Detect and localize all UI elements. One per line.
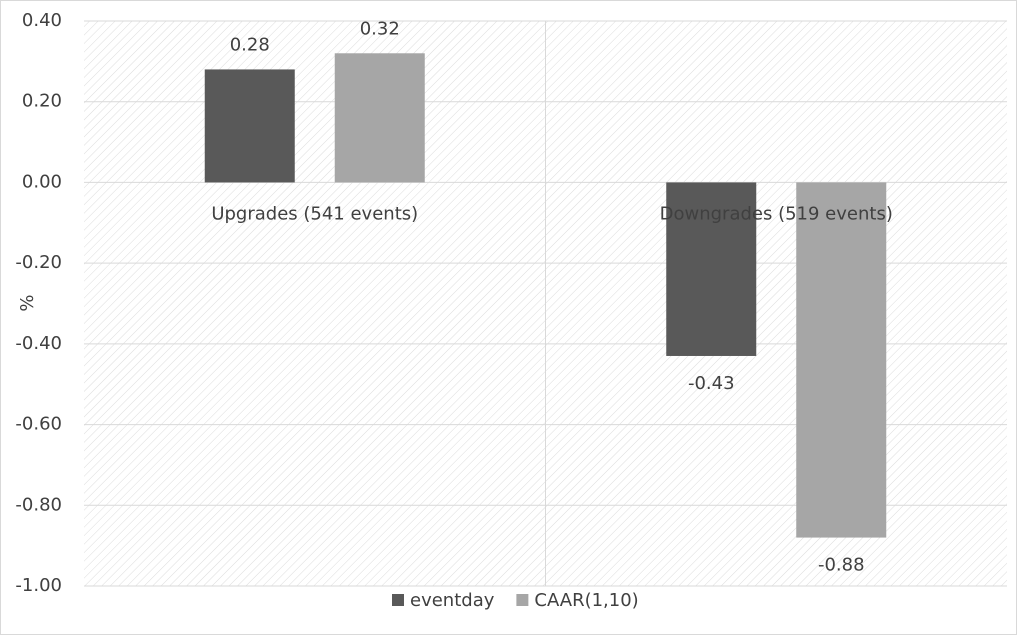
x-tick-label: Downgrades (519 events) bbox=[660, 203, 893, 224]
x-tick-label: Upgrades (541 events) bbox=[211, 203, 418, 224]
y-tick-label: -0.20 bbox=[15, 252, 62, 273]
legend-label: eventday bbox=[410, 590, 495, 611]
bar bbox=[334, 53, 425, 183]
bar bbox=[796, 182, 887, 538]
data-label: 0.28 bbox=[230, 34, 270, 55]
legend-swatch bbox=[392, 594, 404, 606]
y-tick-label: -1.00 bbox=[15, 575, 62, 596]
y-tick-label: -0.80 bbox=[15, 494, 62, 515]
y-tick-label: 0.40 bbox=[22, 10, 62, 31]
legend-swatch bbox=[516, 594, 529, 606]
data-label: 0.32 bbox=[360, 18, 400, 39]
y-tick-label: 0.20 bbox=[22, 91, 62, 112]
y-tick-label: -0.40 bbox=[15, 333, 62, 354]
y-axis-label: % bbox=[17, 294, 38, 311]
legend-label: CAAR(1,10) bbox=[534, 590, 638, 611]
bar bbox=[204, 69, 295, 183]
y-tick-label: -0.60 bbox=[15, 414, 62, 435]
bar bbox=[666, 182, 757, 356]
data-label: -0.43 bbox=[688, 373, 735, 394]
data-label: -0.88 bbox=[818, 555, 865, 576]
y-tick-label: 0.00 bbox=[22, 171, 62, 192]
